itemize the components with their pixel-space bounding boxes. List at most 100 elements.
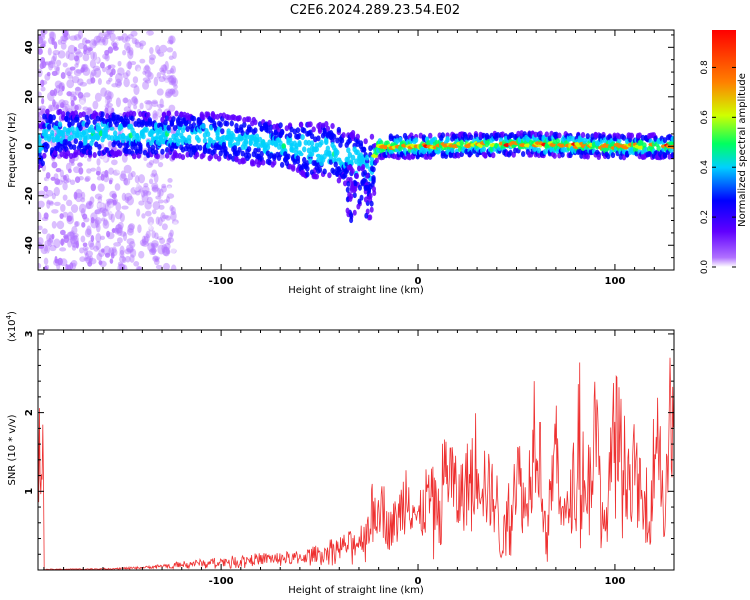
spectrogram-cell [138,200,145,206]
spectrogram-cell [51,114,56,121]
spectrogram-cell [119,266,125,270]
spectrogram-cell [123,178,131,186]
spectrogram-cell [302,156,307,163]
spectrogram-cell [157,184,164,191]
spectrogram-cell [100,87,108,97]
spectrogram-cell [87,261,93,267]
spectrogram-cell [90,77,96,84]
spectrogram-cell [120,170,126,180]
spectrogram-cell [53,41,58,50]
spectrogram-cell [139,42,144,50]
spectrogram-cell [167,35,176,44]
spectrogram-cell [94,209,102,215]
spectrogram-cell [187,134,192,141]
spectrogram-cell [89,242,95,251]
spectrogram-cell [141,185,150,195]
spectrogram-cell [90,51,95,60]
spectrogram-cell [374,157,379,164]
spectrogram-cell [51,55,57,65]
spectrogram-cell [357,184,362,191]
spectrogram-cell [617,133,622,140]
spectrogram-cell [73,95,77,101]
spectrogram-cell [148,181,155,188]
spectrogram-cell [50,176,56,181]
spectrogram-cell [345,186,350,193]
spectrogram-cell [80,191,86,200]
spectrogram-cell [279,161,285,168]
spectrogram-cell [62,105,68,113]
spectrogram-cell [127,49,134,60]
spectrogram-cell [327,172,332,179]
spectrogram-cell [156,49,161,55]
spectrogram-cell [111,193,117,199]
spectrogram-cell [43,185,49,192]
spectrogram-cell [152,158,160,164]
spectrogram-cell [167,39,174,45]
spectrogram-cell [106,30,115,35]
spectrogram-cell [561,146,567,153]
spectrogram-cell [46,136,52,143]
spectrogram-cell [243,138,249,145]
spectrogram-cell [127,172,134,181]
spectrogram-cell [125,69,131,77]
spectrogram-cell [86,133,91,140]
spectrogram-cell [109,258,114,264]
spectrogram-cell [80,197,86,203]
spectrogram-cell [364,212,369,219]
spectrogram-cell [161,214,169,219]
spectrogram-cell [154,232,159,240]
spectrogram-cell [226,114,231,121]
spectrogram-cell [38,262,42,269]
spectrogram-cell [38,244,45,249]
spectrogram-cell [77,42,85,50]
spectrogram-cell [300,134,305,141]
spectrogram-cell [41,228,48,235]
spectrogram-cell [137,224,142,234]
spectrogram-cell [97,144,102,151]
colorbar-label: Normalized spectral amplitude [737,73,748,227]
spectrogram-cell [80,195,88,201]
spectrogram-cell [162,246,171,257]
spectrogram-cell [98,32,104,39]
spectrogram-cell [141,213,146,219]
spectrogram-cell [142,78,149,85]
spectrogram-cell [130,96,138,106]
spectrogram-cell [131,153,137,160]
spectrogram-cell [218,121,223,128]
spectrogram-cell [55,104,60,110]
spectrogram-cell [151,182,159,190]
spectrogram-cell [142,227,148,237]
spectrogram-cell [139,58,146,64]
spectrogram-cell [536,147,542,154]
spectrogram-cell [73,34,82,41]
spectrogram-cell [78,124,83,131]
spectrogram-cell [93,245,100,252]
spectrogram-cell [69,230,76,240]
spectrogram-x-axis-label: Height of straight line (km) [288,285,424,296]
spectrogram-cell [136,152,142,159]
spectrogram-cell [38,236,44,246]
spectrogram-cell [85,250,94,258]
spectrogram-cell [51,209,59,214]
spectrogram-cell [65,199,73,207]
spectrogram-cell [146,219,152,230]
spectrogram-cell [67,52,76,61]
colorbar-ticks: 0.0 0.2 0.4 0.6 0.8 [700,60,736,274]
spectrogram-cell [126,61,133,70]
spectrogram-cell [173,84,178,90]
spectrogram-cell [161,243,168,253]
spectrogram-cell [114,227,120,235]
spectrogram-cell [191,115,197,122]
spectrogram-cell [102,211,107,218]
spectrogram-cell [134,64,142,72]
spectrogram-cell [124,248,132,255]
spectrogram-cell [112,169,121,176]
spectrogram-cell [65,150,71,157]
spectrogram-cell [248,140,253,147]
spectrogram-cell [155,195,162,200]
spectrogram-cell [143,182,149,188]
spectrogram-cell [162,262,170,270]
spectrogram-cell [62,182,68,191]
spectrogram-cell [109,32,116,42]
spectrogram-cell [95,115,101,122]
